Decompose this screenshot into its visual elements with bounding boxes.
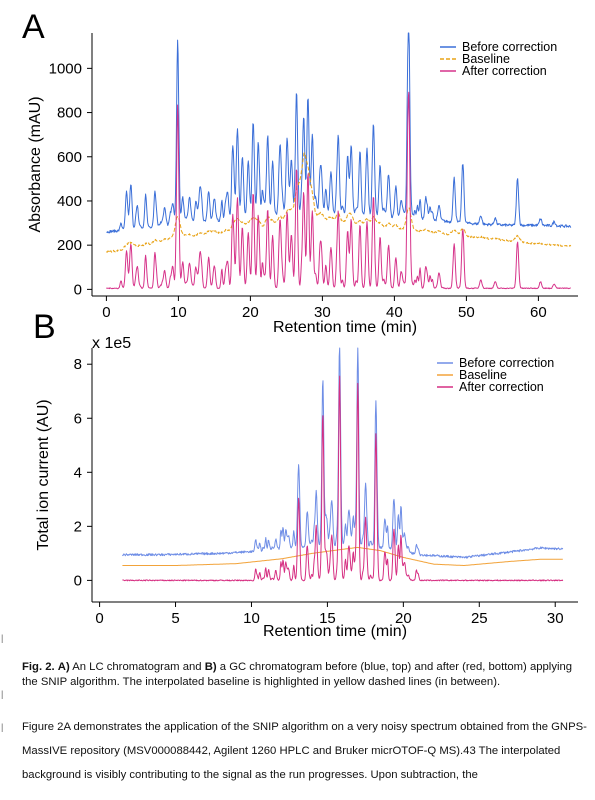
- body-paragraph: Figure 2A demonstrates the application o…: [22, 721, 587, 781]
- series-line-baseline: [122, 546, 563, 566]
- y-tick-label: 1000: [49, 60, 82, 77]
- y-tick-label: 800: [57, 105, 82, 122]
- x-tick-label: 15: [319, 610, 336, 627]
- panel-b-multiplier: x 1e5: [92, 335, 131, 352]
- legend-label: After correction: [459, 380, 544, 394]
- legend-label: After correction: [462, 64, 547, 78]
- y-tick-label: 2: [74, 518, 82, 535]
- x-tick-label: 30: [547, 610, 564, 627]
- line-marker: |: [1, 633, 4, 643]
- caption-label: Fig. 2.: [22, 661, 55, 673]
- x-tick-label: 10: [170, 304, 187, 321]
- x-tick-label: 30: [314, 304, 331, 321]
- lc-chromatogram-chart: 0 10 20 30 40 50 6002004006008001000Retention …: [27, 32, 578, 336]
- figure-caption: Fig. 2. A) An LC chromatogram and B) a G…: [22, 660, 590, 690]
- caption-part-b-marker: B): [204, 661, 217, 673]
- y-tick-label: 4: [74, 464, 82, 481]
- x-tick-label: 60: [530, 304, 547, 321]
- y-tick-label: 6: [74, 410, 82, 427]
- legend-label: Before correction: [462, 40, 557, 54]
- line-marker: |: [1, 722, 4, 732]
- figure-2: A B x 1e5 0 10 20 30 40 50 6002004006008001000…: [22, 8, 578, 640]
- y-tick-label: 0: [74, 572, 82, 589]
- panel-a-letter: A: [22, 8, 45, 46]
- x-tick-label: 0: [95, 610, 103, 627]
- x-tick-label: 25: [471, 610, 488, 627]
- x-tick-label: 0: [102, 304, 110, 321]
- panel-b-letter: B: [33, 308, 56, 346]
- line-marker: |: [1, 689, 4, 699]
- series-line-after-correction: [106, 91, 571, 290]
- x-tick-label: 50: [458, 304, 475, 321]
- x-axis-label: Retention time (min): [273, 319, 417, 336]
- y-tick-label: 8: [74, 356, 82, 373]
- x-tick-label: 5: [171, 610, 179, 627]
- y-tick-label: 400: [57, 193, 82, 210]
- x-tick-label: 40: [386, 304, 403, 321]
- y-tick-label: 200: [57, 237, 82, 254]
- series-line-before-correction: [106, 32, 572, 234]
- caption-part-a-text: An LC chromatogram and: [72, 661, 202, 673]
- x-tick-label: 20: [242, 304, 259, 321]
- legend-label: Before correction: [459, 356, 554, 370]
- gc-chromatogram-chart: 0 5 10 15 20 25 30 0 2 4 6 8 Retention time (min) Tot…: [35, 347, 578, 640]
- y-axis-label: Absorbance (mAU): [27, 96, 44, 232]
- x-tick-label: 20: [395, 610, 412, 627]
- caption-part-b-text: a GC chromatogram before (blue, top) and…: [22, 661, 573, 688]
- caption-part-a-marker: A): [57, 661, 70, 673]
- series-line-before-correction: [121, 347, 564, 559]
- y-axis-label: Total ion current (AU): [35, 399, 52, 550]
- y-tick-label: 0: [74, 281, 82, 298]
- legend-label: Baseline: [459, 368, 507, 382]
- y-tick-label: 600: [57, 149, 82, 166]
- x-axis-label: Retention time (min): [263, 623, 407, 640]
- legend-label: Baseline: [462, 52, 510, 66]
- series-line-after-correction: [122, 375, 564, 582]
- x-tick-label: 10: [243, 610, 260, 627]
